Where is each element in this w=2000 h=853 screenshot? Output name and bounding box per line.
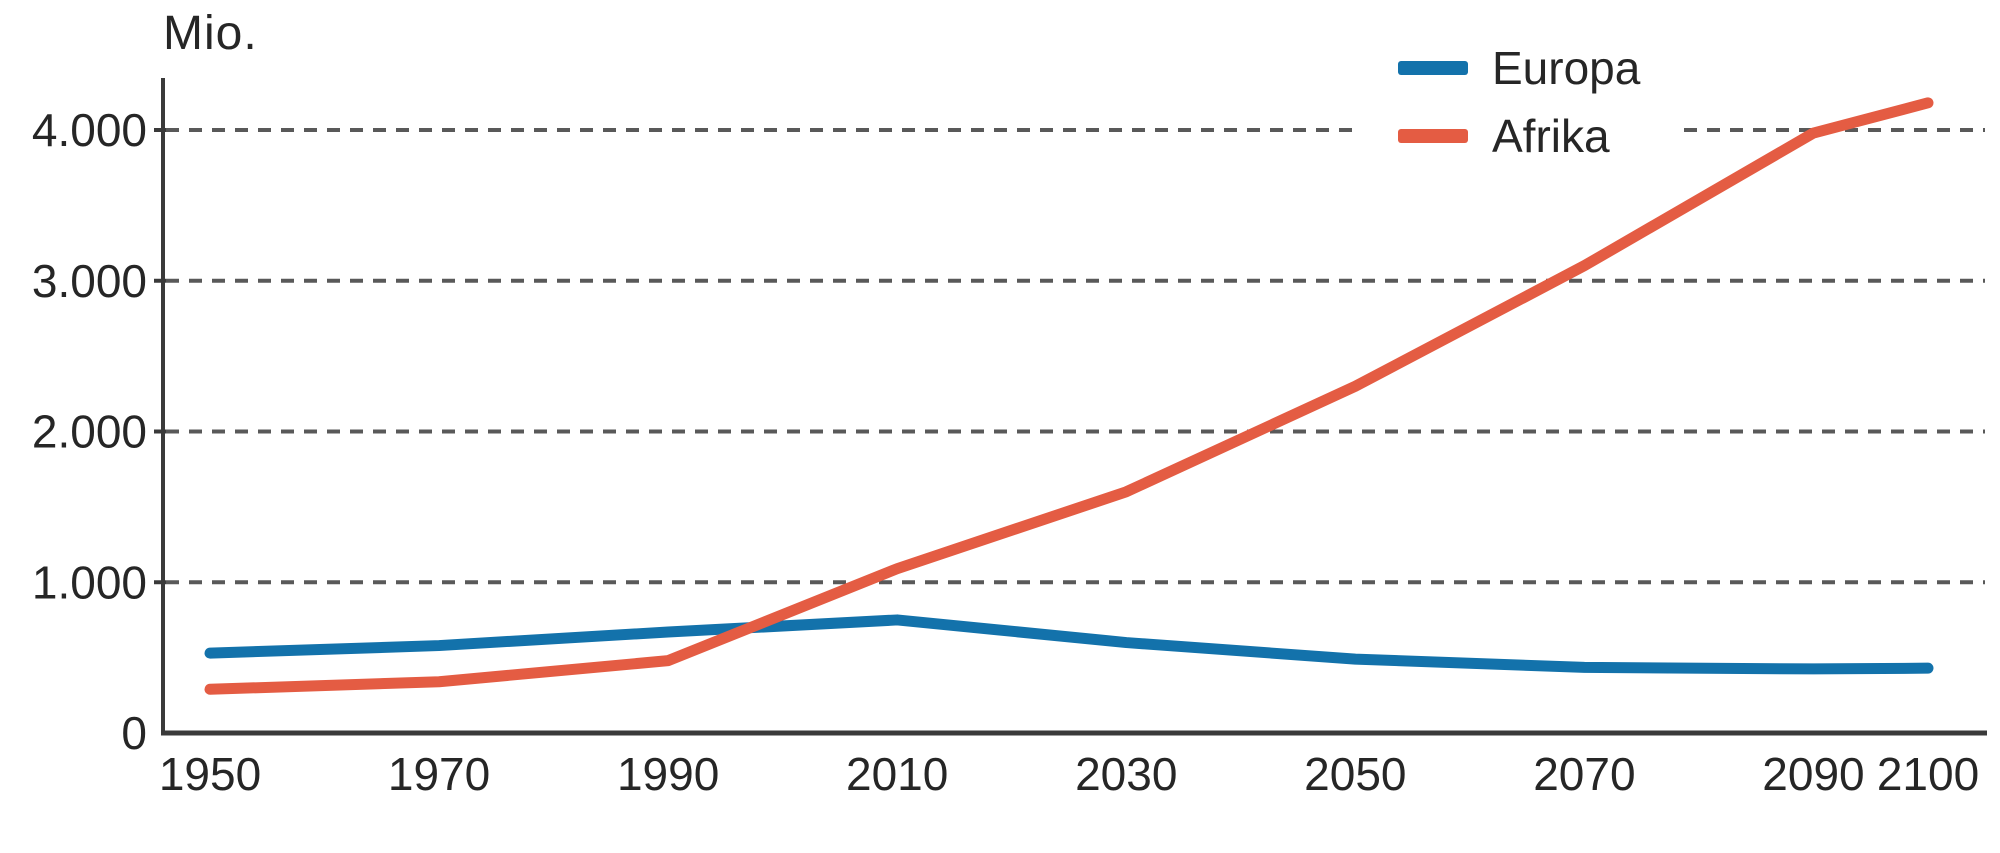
legend-label-afrika: Afrika: [1492, 110, 1610, 162]
legend-swatch-europa: [1398, 61, 1468, 75]
series-line-europa: [204, 614, 1934, 675]
x-tick-label-2050: 2050: [1304, 748, 1406, 800]
x-tick-label-2090: 2090: [1762, 748, 1864, 800]
x-tick-label-2010: 2010: [846, 748, 948, 800]
x-tick-label-1990: 1990: [617, 748, 719, 800]
tick-labels: 0 1.000 2.000 3.000 4.000 1950 1970 1990 2010 203…: [32, 104, 1979, 800]
y-tick-label-3.000: 3.000: [32, 255, 147, 307]
y-tick-label-4.000: 4.000: [32, 104, 147, 156]
legend-item-afrika: Afrika: [1398, 110, 1640, 162]
series-lines: [204, 97, 1934, 695]
y-tick-label-2.000: 2.000: [32, 406, 147, 458]
y-tick-label-0: 0: [121, 707, 147, 759]
y-tick-label-1.000: 1.000: [32, 556, 147, 608]
legend-item-europa: Europa: [1398, 42, 1640, 94]
legend-swatch-afrika: [1398, 129, 1468, 143]
x-tick-label-2070: 2070: [1533, 748, 1635, 800]
gridlines: [166, 128, 1985, 585]
y-axis-unit-label: Mio.: [163, 7, 258, 60]
legend: Europa Afrika: [1360, 34, 1677, 176]
x-tick-label-1970: 1970: [388, 748, 490, 800]
axes: [154, 78, 1987, 736]
x-tick-label-2030: 2030: [1075, 748, 1177, 800]
series-line-afrika: [204, 97, 1934, 695]
legend-label-europa: Europa: [1492, 42, 1641, 94]
x-tick-label-1950: 1950: [159, 748, 261, 800]
x-tick-label-2100: 2100: [1877, 748, 1979, 800]
